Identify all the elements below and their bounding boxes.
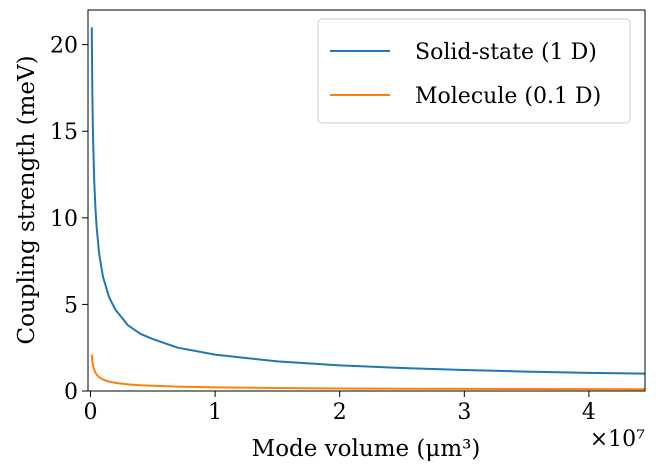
series-line-1	[90, 354, 646, 391]
legend-label-solid-state: Solid-state (1 D)	[415, 40, 597, 65]
x-axis-label: Mode volume (μm³)	[252, 436, 481, 462]
y-tick-label: 5	[64, 293, 78, 318]
x-tick-label: 4	[582, 400, 596, 425]
lines-layer	[90, 27, 646, 391]
legend-label-molecule: Molecule (0.1 D)	[415, 84, 601, 109]
x-tick-label: 3	[457, 400, 471, 425]
y-axis-label: Coupling strength (meV)	[14, 55, 40, 344]
legend: Solid-state (1 D) Molecule (0.1 D)	[317, 18, 631, 124]
x-scale-offset: ×10⁷	[590, 427, 645, 452]
y-tick-label: 0	[64, 380, 78, 405]
x-tick-label: 0	[83, 400, 97, 425]
plot-frame	[87, 9, 646, 392]
x-tick-label: 2	[333, 400, 347, 425]
legend-box	[317, 18, 631, 124]
y-tick-label: 15	[50, 120, 78, 145]
y-tick-label: 20	[50, 34, 78, 59]
x-tick-label: 1	[208, 400, 222, 425]
ticks-layer: 0 1 2 3 4 0 5 10 15 20	[50, 34, 596, 425]
series-line-0	[90, 27, 646, 375]
y-tick-label: 10	[50, 207, 78, 232]
